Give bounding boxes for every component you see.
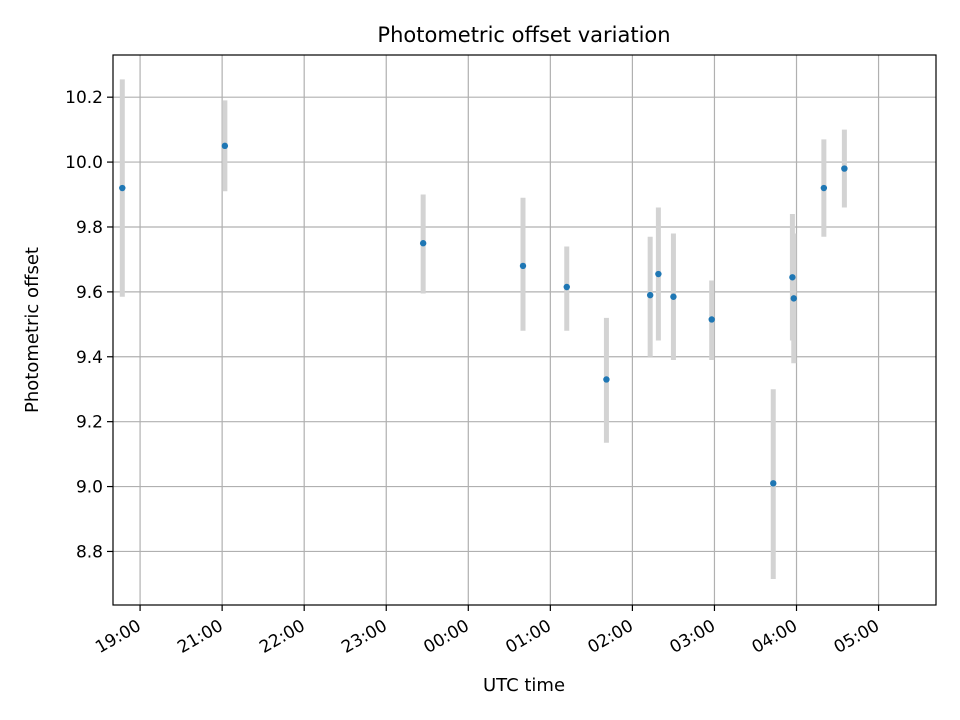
y-tick-label: 9.2 <box>76 413 103 433</box>
x-axis-title: UTC time <box>483 675 565 696</box>
data-point <box>770 480 777 487</box>
data-point <box>603 376 610 383</box>
x-tick-label: 22:00 <box>256 616 308 658</box>
plot-frame <box>112 54 937 606</box>
y-axis: 8.8 9.0 9.2 9.4 9.6 9.8 10.0 10.2 <box>65 88 113 562</box>
data-point <box>841 165 848 172</box>
x-tick-label: 02:00 <box>584 616 636 658</box>
y-axis-title: Photometric offset <box>22 247 43 413</box>
y-tick-label: 10.2 <box>65 88 103 108</box>
x-tick-label: 19:00 <box>92 616 144 658</box>
x-tick-label: 23:00 <box>338 616 390 658</box>
data-point <box>419 240 427 247</box>
data-point <box>563 283 570 291</box>
data-point <box>789 274 796 281</box>
x-tick-label: 03:00 <box>667 616 719 658</box>
y-tick-label: 9.6 <box>76 283 103 303</box>
x-tick-label: 04:00 <box>749 616 801 658</box>
data-point <box>119 184 126 192</box>
x-tick-label: 21:00 <box>174 616 226 658</box>
data-point <box>790 295 797 302</box>
data-point <box>655 270 662 278</box>
y-tick-label: 10.0 <box>65 153 103 173</box>
x-tick-label: 00:00 <box>420 616 472 658</box>
x-tick-label: 01:00 <box>502 616 554 658</box>
y-tick-label: 8.8 <box>76 542 103 562</box>
chart-title: Photometric offset variation <box>377 23 670 47</box>
x-axis: 19:00 21:00 22:00 23:00 00:00 01:00 02:00 03:00… <box>92 605 883 658</box>
data-point <box>820 184 828 192</box>
data-point <box>221 142 229 150</box>
data-points <box>119 142 848 487</box>
data-point <box>670 293 677 300</box>
x-tick-label: 05:00 <box>831 616 883 658</box>
error-bars <box>119 79 847 580</box>
data-point <box>519 262 527 270</box>
data-point <box>708 316 715 323</box>
y-tick-label: 9.0 <box>76 478 103 498</box>
y-tick-label: 9.4 <box>76 348 103 368</box>
y-tick-label: 9.8 <box>76 218 103 238</box>
data-point <box>646 291 654 299</box>
